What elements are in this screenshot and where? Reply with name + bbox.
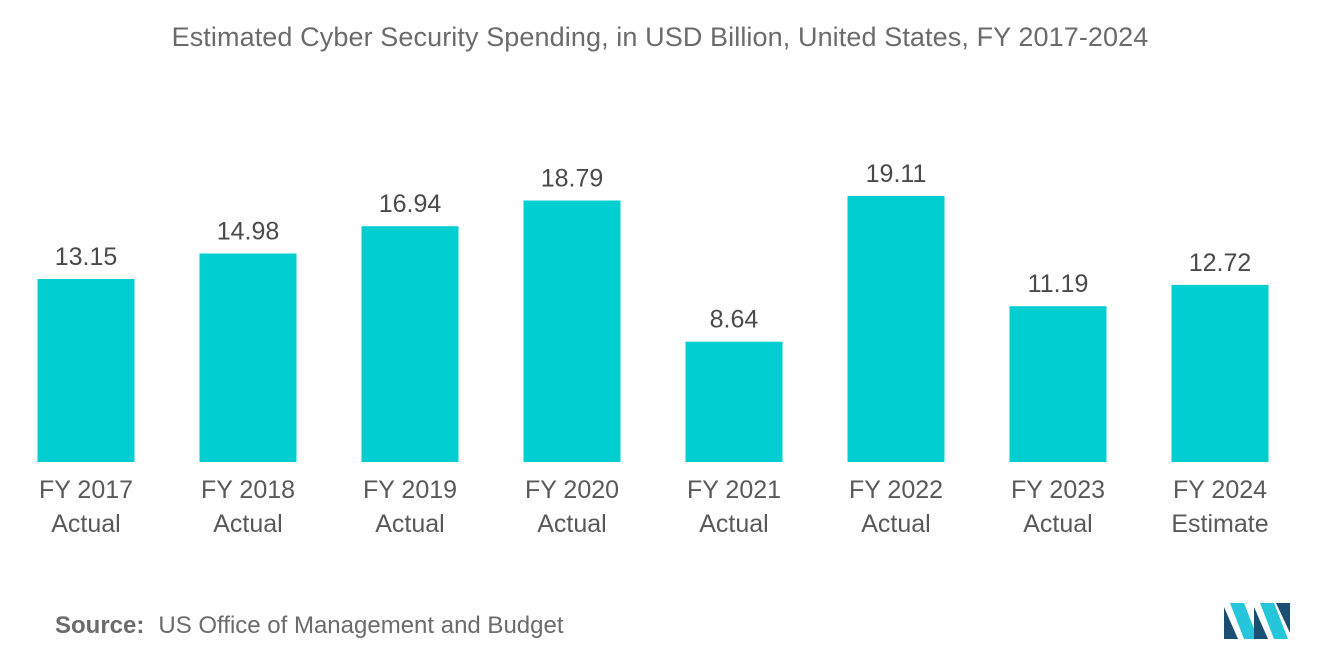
x-tick-label: FY 2018 xyxy=(201,476,295,504)
source-text: US Office of Management and Budget xyxy=(158,612,564,639)
x-tick-label: FY 2019 xyxy=(363,476,457,504)
data-label: 14.98 xyxy=(217,218,280,246)
data-label: 12.72 xyxy=(1189,249,1252,277)
bar xyxy=(37,279,135,462)
x-tick-sublabel: Estimate xyxy=(1171,510,1268,538)
x-tick-label: FY 2020 xyxy=(525,476,619,504)
chart-title: Estimated Cyber Security Spending, in US… xyxy=(171,22,1149,52)
data-label: 19.11 xyxy=(866,160,927,188)
bar xyxy=(523,200,621,462)
x-tick-label: FY 2024 xyxy=(1173,476,1267,504)
bar xyxy=(685,341,783,462)
mordor-logo-icon xyxy=(1224,603,1290,639)
bar xyxy=(847,196,945,462)
bar xyxy=(1171,284,1269,462)
bar xyxy=(361,226,459,462)
x-tick-label: FY 2017 xyxy=(39,476,133,504)
x-tick-sublabel: Actual xyxy=(699,510,768,538)
bar xyxy=(199,253,297,462)
data-label: 13.15 xyxy=(55,243,118,271)
x-tick-sublabel: Actual xyxy=(861,510,930,538)
x-tick-sublabel: Actual xyxy=(1023,510,1092,538)
x-tick-label: FY 2021 xyxy=(687,476,781,504)
x-tick-sublabel: Actual xyxy=(537,510,606,538)
data-label: 11.19 xyxy=(1028,270,1089,298)
x-tick-label: FY 2022 xyxy=(849,476,943,504)
source-note: Source: US Office of Management and Budge… xyxy=(55,612,564,640)
x-tick-label: FY 2023 xyxy=(1011,476,1105,504)
bar-chart: 13.15 FY 2017 Actual 14.98 FY 2018 Actual 16.9… xyxy=(37,160,1269,538)
bar xyxy=(1009,306,1107,462)
data-label: 16.94 xyxy=(379,190,442,218)
data-label: 8.64 xyxy=(710,306,759,334)
source-label: Source: xyxy=(55,612,145,639)
x-tick-sublabel: Actual xyxy=(213,510,282,538)
data-label: 18.79 xyxy=(541,165,604,193)
x-tick-sublabel: Actual xyxy=(375,510,444,538)
x-tick-sublabel: Actual xyxy=(51,510,120,538)
